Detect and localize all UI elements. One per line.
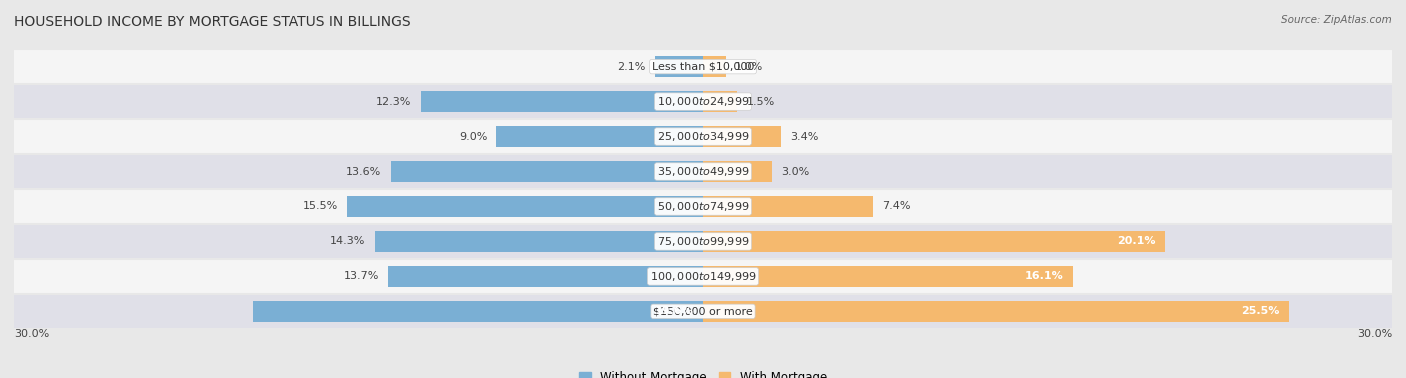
Text: $150,000 or more: $150,000 or more — [654, 307, 752, 316]
Text: 19.6%: 19.6% — [655, 307, 693, 316]
Bar — [347, 196, 703, 217]
Text: 1.0%: 1.0% — [735, 62, 763, 71]
Text: $35,000 to $49,999: $35,000 to $49,999 — [657, 165, 749, 178]
Text: 20.1%: 20.1% — [1116, 237, 1156, 246]
Text: 13.6%: 13.6% — [346, 167, 381, 177]
Bar — [391, 161, 703, 182]
Text: 16.1%: 16.1% — [1025, 271, 1063, 281]
Bar — [14, 224, 1392, 259]
Bar — [496, 126, 703, 147]
Text: 7.4%: 7.4% — [882, 201, 911, 211]
Text: 25.5%: 25.5% — [1241, 307, 1279, 316]
Bar — [374, 231, 703, 252]
Bar — [703, 301, 1289, 322]
Text: 2.1%: 2.1% — [617, 62, 645, 71]
Bar — [14, 119, 1392, 154]
Text: 12.3%: 12.3% — [375, 97, 412, 107]
Text: $50,000 to $74,999: $50,000 to $74,999 — [657, 200, 749, 213]
Bar — [703, 196, 873, 217]
Text: 3.0%: 3.0% — [782, 167, 810, 177]
Text: 3.4%: 3.4% — [790, 132, 818, 141]
Bar — [703, 161, 772, 182]
Bar — [703, 266, 1073, 287]
Bar — [703, 126, 782, 147]
Text: Source: ZipAtlas.com: Source: ZipAtlas.com — [1281, 15, 1392, 25]
Text: 9.0%: 9.0% — [458, 132, 486, 141]
Bar — [14, 154, 1392, 189]
Text: Less than $10,000: Less than $10,000 — [652, 62, 754, 71]
Bar — [14, 49, 1392, 84]
Legend: Without Mortgage, With Mortgage: Without Mortgage, With Mortgage — [579, 372, 827, 378]
Bar — [703, 231, 1164, 252]
Text: 15.5%: 15.5% — [302, 201, 337, 211]
Text: $10,000 to $24,999: $10,000 to $24,999 — [657, 95, 749, 108]
Text: 30.0%: 30.0% — [14, 329, 49, 339]
Text: $75,000 to $99,999: $75,000 to $99,999 — [657, 235, 749, 248]
Text: 13.7%: 13.7% — [344, 271, 380, 281]
Bar — [14, 259, 1392, 294]
Text: 30.0%: 30.0% — [1357, 329, 1392, 339]
Bar — [655, 56, 703, 77]
Bar — [703, 91, 738, 112]
Text: $25,000 to $34,999: $25,000 to $34,999 — [657, 130, 749, 143]
Bar — [14, 294, 1392, 329]
Bar — [420, 91, 703, 112]
Bar — [14, 189, 1392, 224]
Text: 1.5%: 1.5% — [747, 97, 775, 107]
Bar — [703, 56, 725, 77]
Bar — [388, 266, 703, 287]
Text: 14.3%: 14.3% — [330, 237, 366, 246]
Bar — [253, 301, 703, 322]
Text: HOUSEHOLD INCOME BY MORTGAGE STATUS IN BILLINGS: HOUSEHOLD INCOME BY MORTGAGE STATUS IN B… — [14, 15, 411, 29]
Bar — [14, 84, 1392, 119]
Text: $100,000 to $149,999: $100,000 to $149,999 — [650, 270, 756, 283]
